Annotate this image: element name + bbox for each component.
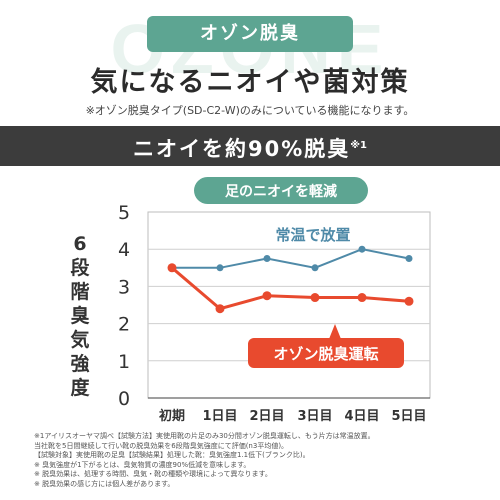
chart-title-group: 足のニオイを軽減 [194,177,368,204]
data-point-ozone [310,293,320,303]
x-tick-label: 5日目 [391,409,426,424]
series-label-room-temp: 常温で放置 [275,226,350,244]
y-axis-label-char: 度 [70,376,90,399]
y-tick-label: 1 [118,351,130,373]
series-label-ozone-box [248,338,404,368]
deodorize-banner: ニオイを約90%脱臭※1 [0,126,500,166]
y-tick-label: 5 [118,202,130,224]
chart-title-pill [194,177,368,204]
chart-title: 足のニオイを軽減 [225,183,337,200]
x-tick-label: 1日目 [202,409,237,424]
y-axis-label-char: 気 [70,328,89,351]
ozone-deodorize-tag: オゾン脱臭 [147,16,353,52]
chart-series [167,245,414,314]
data-point-ozone [262,291,272,301]
page-title: 気になるニオイや菌対策 [90,67,410,98]
x-tick-label: 4日目 [344,409,379,424]
x-tick-label: 初期 [159,408,185,424]
y-axis-label-char: 強 [70,353,89,375]
y-tick-label: 2 [118,314,130,336]
data-point-ozone [404,296,414,306]
series-label-ozone-pointer [329,324,341,339]
data-point-room-temp [405,255,413,262]
y-tick-label: 4 [118,239,130,261]
chart-yticks: 0 1 2 3 4 5 [118,202,130,410]
y-axis-label-char: 階 [70,281,89,303]
chart-xticks: 初期 1日目 2日目 3日目 4日目 5日目 [159,408,427,424]
y-tick-label: 0 [118,388,130,410]
chart-ylabel: 6段階臭気強度 [70,233,90,399]
footnote-line: 【試験対象】実使用靴の足臭【試験結果】処理した靴：臭気強度1.1低下(ブランク比… [34,451,310,460]
chart-grid [147,211,431,399]
data-point-ozone [167,263,177,273]
y-tick-label: 3 [118,276,130,298]
data-point-ozone [357,293,367,303]
footnote-line: ※ 臭気強度が1下がるとは、臭気物質の濃度90%低減を意味します。 [34,460,251,469]
data-point-ozone [215,304,225,314]
footnote-line: 当社靴を5日間継続して行い靴の脱臭効果を6段階臭気強度にて評価(n3平均値)。 [34,441,289,450]
banner-footnote-mark: ※1 [350,140,367,151]
x-tick-label: 3日目 [297,409,332,424]
footnote-line: ※1アイリスオーヤマ調べ【試験方法】実使用靴の片足のみ30分間オゾン脱臭運転し、… [34,432,375,440]
model-note: ※オゾン脱臭タイプ(SD-C2-W)のみについている機能になります。 [85,104,415,117]
y-axis-label-char: 6 [73,233,86,255]
banner-text: ニオイを約90%脱臭 [133,137,351,161]
footnotes: ※1アイリスオーヤマ調べ【試験方法】実使用靴の片足のみ30分間オゾン脱臭運転し、… [34,432,490,490]
series-label-ozone: オゾン脱臭運転 [273,345,378,363]
footnote-line: ※ 脱臭効果の感じ方には個人差があります。 [34,479,175,488]
y-axis-label-char: 臭 [70,304,89,327]
x-tick-label: 2日目 [249,409,284,424]
series-line-room-temp [172,248,410,269]
data-point-room-temp [358,245,366,253]
y-axis-label-char: 段 [70,256,90,279]
series-line-ozone [171,266,410,311]
data-point-room-temp [263,255,271,262]
data-point-room-temp [311,264,319,272]
footnote-line: ※ 脱臭効果は、処理する時間、臭気・靴の種類や環境によって異なります。 [34,470,272,479]
data-point-room-temp [216,264,224,272]
